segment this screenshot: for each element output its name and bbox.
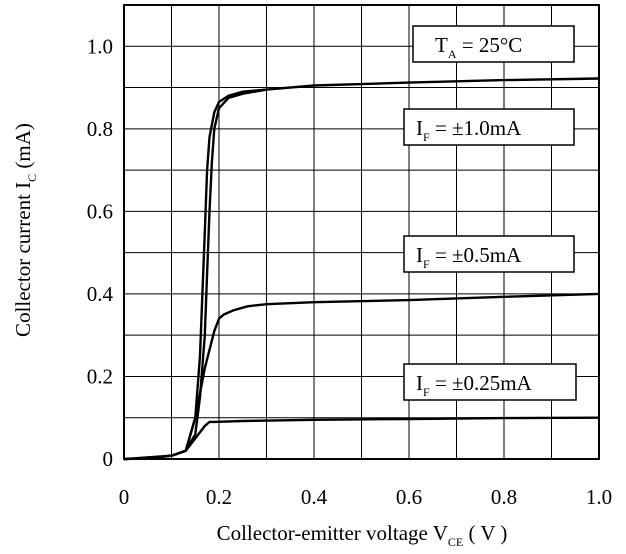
x-axis-title: Collector-emitter voltage VCE ( V )	[217, 521, 508, 549]
x-tick-label: 0	[119, 485, 130, 509]
x-tick-label: 0.6	[396, 485, 422, 509]
annotation-if05-text: IF = ±0.5mA	[416, 243, 522, 271]
annotation-if1-box	[403, 108, 575, 146]
plot-frame	[123, 4, 600, 460]
annotation-if025-box	[403, 363, 577, 401]
y-tick-label: 1.0	[87, 34, 113, 58]
y-tick-label: 0.6	[87, 199, 113, 223]
y-tick-label: 0.2	[87, 364, 113, 388]
x-tick-label: 0.8	[491, 485, 517, 509]
x-tick-label: 0.2	[206, 485, 232, 509]
annotation-if1-text: IF = ±1.0mA	[416, 116, 522, 144]
annotation-ta-text: TA = 25°C	[435, 33, 522, 61]
y-tick-label: 0.8	[87, 117, 113, 141]
y-tick-label: 0	[103, 447, 114, 471]
annotation-if1: IF = ±1.0mA	[403, 108, 575, 146]
annotation-ta-box	[412, 25, 575, 63]
y-tick-label: 0.4	[87, 282, 114, 306]
annotation-ta: TA = 25°C	[412, 25, 575, 63]
y-axis-title: Collector current IC (mA)	[11, 123, 39, 337]
x-tick-labels: 0 0.2 0.4 0.6 0.8 1.0	[119, 485, 612, 509]
annotation-if025-text: IF = ±0.25mA	[416, 371, 533, 399]
y-tick-labels: 0 0.2 0.4 0.6 0.8 1.0	[87, 34, 114, 471]
series-group	[123, 77, 600, 461]
series-line-3	[123, 416, 600, 461]
annotation-if025: IF = ±0.25mA	[403, 363, 577, 401]
annotation-if05-box	[403, 235, 575, 273]
x-tick-label: 1.0	[586, 485, 612, 509]
x-tick-label: 0.4	[301, 485, 328, 509]
annotation-if05: IF = ±0.5mA	[403, 235, 575, 273]
